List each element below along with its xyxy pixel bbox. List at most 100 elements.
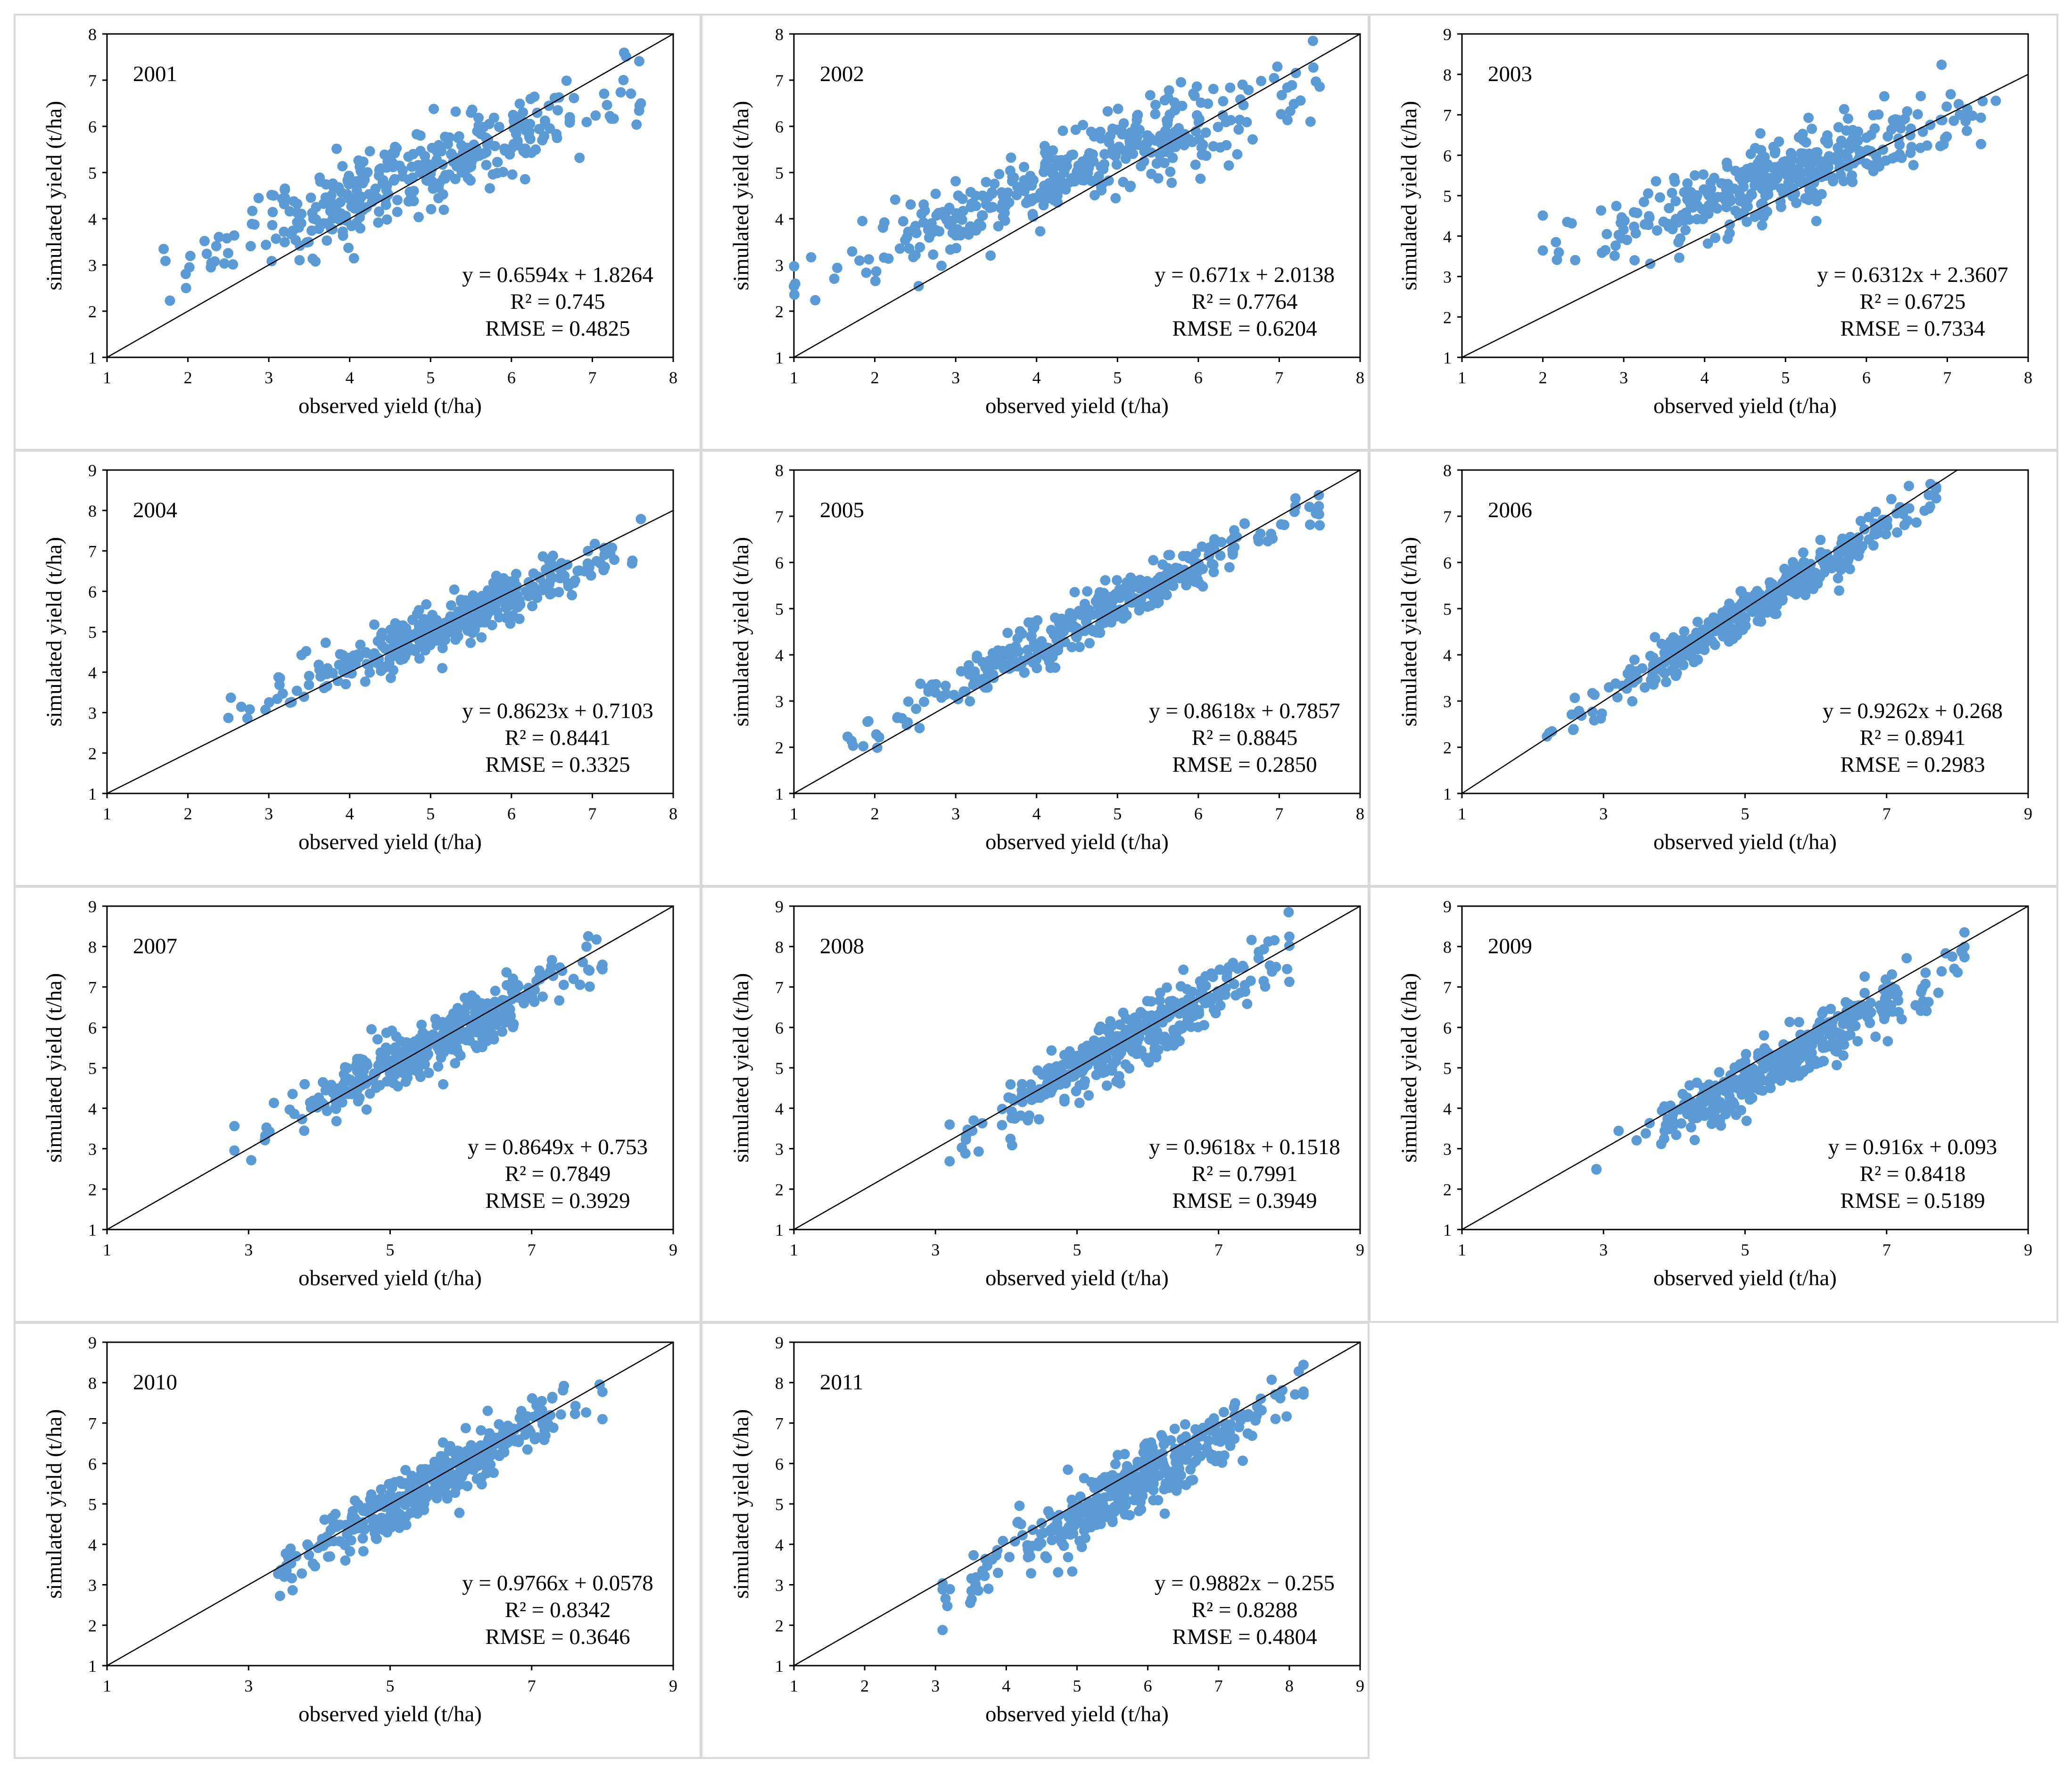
x-tick-label: 1 xyxy=(103,804,111,823)
y-tick-label: 9 xyxy=(775,1333,784,1352)
x-tick-label: 1 xyxy=(103,368,111,387)
data-point xyxy=(318,1077,328,1088)
panel-2005: 1 2 3 4 5 6 7 8 1 2 3 4 5 6 7 8 observed yield (t/ha) sim… xyxy=(701,450,1370,887)
data-point xyxy=(989,178,1000,189)
one-to-one-line xyxy=(107,33,674,358)
data-point xyxy=(934,226,945,237)
x-tick-label: 6 xyxy=(1144,1676,1152,1695)
x-tick-label: 7 xyxy=(1943,368,1951,387)
data-point xyxy=(1908,160,1919,171)
data-point xyxy=(1612,692,1623,702)
data-point xyxy=(1169,1423,1180,1434)
y-tick-label: 5 xyxy=(1443,1059,1452,1078)
data-point xyxy=(1118,1490,1129,1501)
data-point xyxy=(1826,1023,1837,1034)
data-point xyxy=(1110,193,1121,204)
data-point xyxy=(1639,197,1649,207)
y-axis-label: simulated yield (t/ha) xyxy=(729,537,753,727)
data-point xyxy=(1127,1040,1138,1050)
data-point xyxy=(1922,140,1932,151)
y-tick-label: 1 xyxy=(775,784,784,803)
data-point xyxy=(1853,126,1864,137)
data-point xyxy=(1901,953,1912,964)
data-point xyxy=(1843,542,1854,552)
data-point xyxy=(347,1076,357,1087)
data-point xyxy=(1947,951,1957,962)
data-point xyxy=(1039,181,1049,191)
data-point xyxy=(1668,648,1679,658)
data-point xyxy=(465,615,476,626)
data-point xyxy=(1177,1447,1188,1458)
data-point xyxy=(1870,506,1881,517)
data-point xyxy=(1130,1471,1141,1482)
data-point xyxy=(415,130,426,141)
data-point xyxy=(1272,61,1283,72)
data-point xyxy=(1155,995,1165,1006)
data-point xyxy=(1079,1080,1090,1090)
year-label: 2007 xyxy=(133,934,177,958)
x-axis-label: observed yield (t/ha) xyxy=(298,1702,482,1726)
data-point xyxy=(1290,1389,1301,1400)
x-tick-label: 1 xyxy=(790,1676,798,1695)
data-point xyxy=(416,1019,427,1030)
data-point xyxy=(1737,1073,1748,1084)
data-point xyxy=(355,161,365,172)
data-point xyxy=(408,1065,419,1075)
data-point xyxy=(361,1104,372,1115)
data-point xyxy=(570,1401,581,1412)
data-point xyxy=(1142,996,1153,1007)
data-point xyxy=(1785,148,1796,158)
data-point xyxy=(1195,173,1206,184)
data-point xyxy=(1902,106,1913,117)
data-point xyxy=(1899,520,1910,530)
y-tick-label: 4 xyxy=(775,1099,784,1118)
x-axis-label: observed yield (t/ha) xyxy=(985,1266,1169,1290)
y-tick-label: 6 xyxy=(1443,1018,1452,1037)
data-point xyxy=(937,1578,948,1589)
data-point xyxy=(476,632,487,643)
data-point xyxy=(569,578,579,588)
data-point xyxy=(1868,110,1879,121)
data-point xyxy=(1804,166,1814,177)
y-tick-label: 6 xyxy=(1443,146,1452,165)
x-tick-label: 5 xyxy=(1113,804,1122,823)
data-point xyxy=(1827,172,1838,183)
data-point xyxy=(1283,907,1294,917)
x-tick-label: 7 xyxy=(588,368,596,387)
x-tick-label: 5 xyxy=(1741,1240,1750,1259)
data-point xyxy=(454,1507,465,1518)
x-tick-label: 4 xyxy=(346,804,354,823)
data-point xyxy=(583,931,594,941)
data-point xyxy=(966,1594,977,1605)
data-point xyxy=(1758,1061,1768,1072)
y-tick-label: 1 xyxy=(775,1657,784,1676)
data-point xyxy=(1079,1525,1090,1536)
data-point xyxy=(1650,632,1660,643)
data-point xyxy=(1120,1059,1131,1070)
data-point xyxy=(1156,147,1166,158)
x-tick-label: 3 xyxy=(1619,368,1628,387)
data-point xyxy=(546,955,557,966)
data-point xyxy=(973,1585,983,1596)
data-point xyxy=(1736,586,1747,597)
data-point xyxy=(1110,1459,1121,1470)
data-point xyxy=(388,1519,398,1530)
data-point xyxy=(890,194,900,205)
data-point xyxy=(1596,708,1607,719)
x-tick-label: 7 xyxy=(1275,804,1283,823)
data-point xyxy=(1650,674,1661,685)
data-point xyxy=(1159,95,1170,106)
data-point xyxy=(1156,1004,1167,1015)
data-point xyxy=(898,216,908,227)
data-point xyxy=(1920,967,1931,978)
data-point xyxy=(1722,604,1733,615)
data-point xyxy=(354,195,365,206)
data-point xyxy=(1745,149,1756,159)
data-point xyxy=(1892,527,1903,538)
data-point xyxy=(236,702,247,712)
data-point xyxy=(334,1536,345,1547)
data-point xyxy=(391,643,402,653)
data-point xyxy=(944,1156,955,1167)
data-point xyxy=(267,206,278,217)
data-point xyxy=(414,639,425,650)
